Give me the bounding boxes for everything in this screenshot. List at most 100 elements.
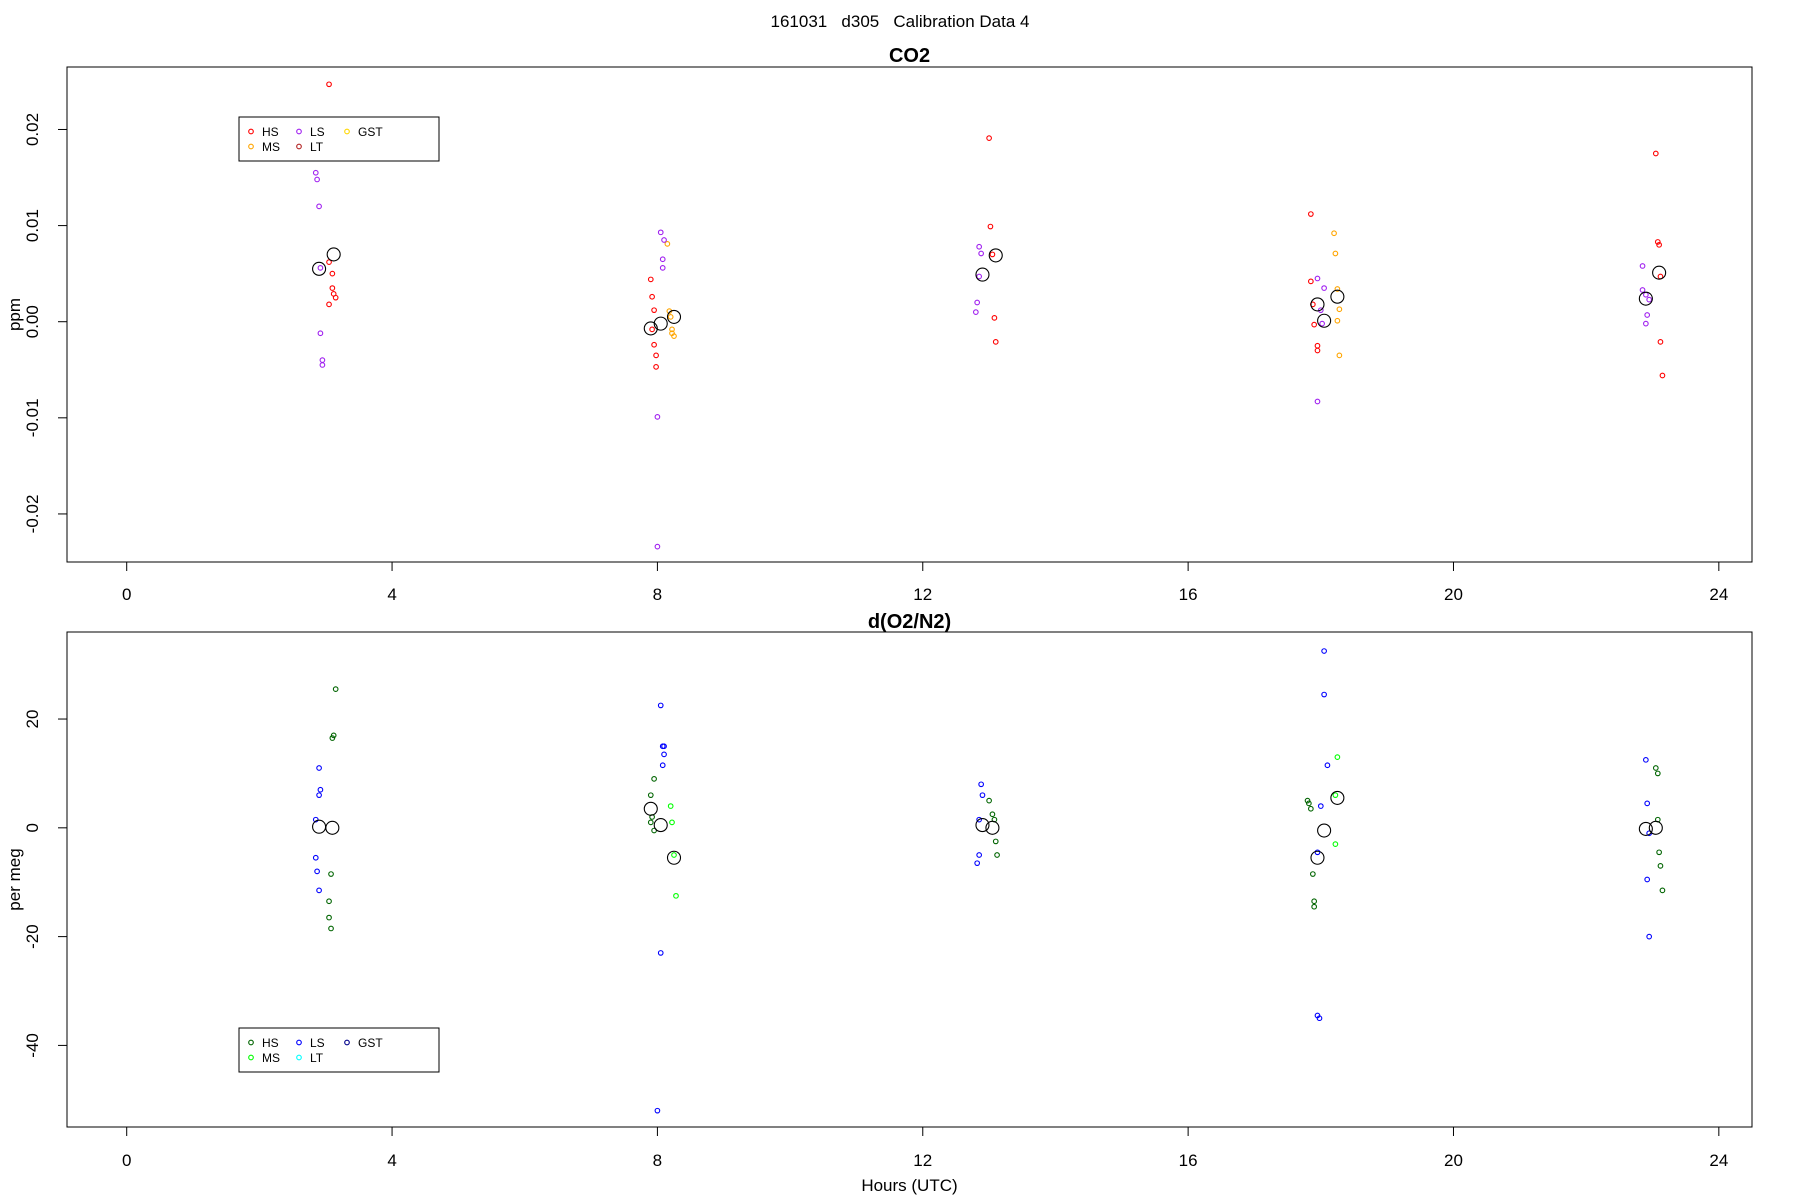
data-point-hs <box>989 251 996 258</box>
x-tick-label: 24 <box>1709 585 1728 604</box>
data-point-ms <box>1332 250 1339 257</box>
legend-marker-lt <box>296 1054 302 1061</box>
data-point-hs <box>1306 800 1312 807</box>
data-point-ms <box>1336 352 1343 359</box>
legend-marker-ls <box>296 128 302 135</box>
x-tick-label: 12 <box>913 585 932 604</box>
legend-marker-ls <box>296 1039 302 1046</box>
data-point-ls <box>1644 876 1651 883</box>
data-point-ls <box>661 751 667 758</box>
data-point-hs <box>1311 903 1318 910</box>
data-point-ls <box>317 786 324 793</box>
data-point-ls <box>1644 800 1651 807</box>
data-point-ms <box>1334 286 1341 292</box>
y-tick-label: 0.01 <box>23 209 42 242</box>
data-point-ls <box>657 229 664 236</box>
data-point-hs <box>326 301 332 308</box>
data-point-ls <box>976 243 983 250</box>
data-point-hs <box>1652 765 1659 771</box>
data-point-ls <box>661 743 667 750</box>
data-point-ms <box>673 892 679 899</box>
x-tick-label: 0 <box>122 1151 131 1170</box>
data-point-hs <box>1307 805 1314 812</box>
legend-marker-hs <box>248 1039 254 1046</box>
y-axis-label: per meg <box>5 848 24 910</box>
legend-label: HS <box>262 1036 279 1050</box>
data-point-ls <box>319 357 326 364</box>
data-point-ms <box>1332 792 1339 799</box>
data-point-ls <box>654 543 661 550</box>
chart-title: d(O2/N2) <box>868 611 951 633</box>
data-point-hs <box>328 925 334 932</box>
legend-marker-hs <box>248 128 254 135</box>
data-point-ls <box>654 1107 661 1114</box>
data-point-hs <box>1657 863 1664 869</box>
data-point-ls <box>1314 398 1321 405</box>
data-point-hs <box>1659 887 1666 894</box>
chart-title: CO2 <box>889 45 930 67</box>
data-point-ls <box>659 762 666 769</box>
average-marker <box>312 261 327 276</box>
legend-label: MS <box>262 1051 280 1065</box>
average-marker <box>1317 313 1332 328</box>
average-marker <box>1330 289 1345 304</box>
data-point-ls <box>1321 648 1327 654</box>
data-point-ls <box>312 169 319 176</box>
data-point-hs <box>649 326 655 333</box>
data-point-ls <box>1314 849 1321 856</box>
data-point-ls <box>659 256 666 263</box>
data-point-ls <box>1317 307 1324 314</box>
data-point-ls <box>1319 320 1325 327</box>
legend-marker-lt <box>296 143 302 150</box>
data-point-ls <box>1321 691 1327 698</box>
data-point-ls <box>317 265 324 271</box>
data-point-hs <box>1311 898 1318 905</box>
data-point-hs <box>1657 339 1664 345</box>
data-point-hs <box>992 339 999 345</box>
average-marker <box>326 247 341 262</box>
data-point-ms <box>1331 230 1337 237</box>
chart-panel-1: CO2 0 4 8 12 16 20 24 -0.02 -0.01 0.00 0.01 0.02 ppm H… <box>5 45 1753 604</box>
data-point-ls <box>1644 312 1651 318</box>
data-point-ls <box>659 265 666 271</box>
y-tick-label: 0 <box>23 823 42 832</box>
data-point-ms <box>1336 306 1343 313</box>
average-marker <box>666 309 682 324</box>
average-marker <box>325 820 340 835</box>
data-point-ls <box>319 362 326 368</box>
data-point-ls <box>316 792 322 799</box>
data-point-ls <box>317 330 324 337</box>
data-point-hs <box>1656 849 1662 856</box>
legend-marker-ms <box>248 143 254 150</box>
data-point-ls <box>1317 803 1324 809</box>
data-point-hs <box>329 285 336 291</box>
data-point-hs <box>1654 770 1661 777</box>
average-marker <box>666 850 682 865</box>
data-point-ls <box>1643 320 1649 327</box>
legend-label: LT <box>310 1051 324 1065</box>
data-point-ls <box>1321 285 1327 291</box>
y-tick-label: -20 <box>23 924 42 949</box>
legend-marker-gst <box>344 1039 350 1046</box>
data-point-ls <box>1639 287 1646 293</box>
x-tick-label: 24 <box>1709 1151 1728 1170</box>
legend-box <box>238 1027 440 1073</box>
data-point-ms <box>671 333 677 339</box>
average-marker <box>1638 291 1653 306</box>
legend-label: LS <box>310 1036 325 1050</box>
data-point-hs <box>647 819 654 826</box>
data-point-ls <box>974 299 981 306</box>
data-point-ls <box>654 414 661 420</box>
data-point-hs <box>653 352 659 359</box>
data-point-ms <box>1332 841 1339 847</box>
data-point-hs <box>1314 342 1321 349</box>
data-point-hs <box>994 852 1000 858</box>
data-point-ms <box>1334 317 1341 324</box>
data-point-hs <box>987 223 994 230</box>
data-point-hs <box>651 776 657 782</box>
data-point-hs <box>330 732 337 739</box>
x-tick-label: 20 <box>1444 585 1463 604</box>
data-point-ls <box>657 702 664 709</box>
legend-box <box>238 116 440 162</box>
